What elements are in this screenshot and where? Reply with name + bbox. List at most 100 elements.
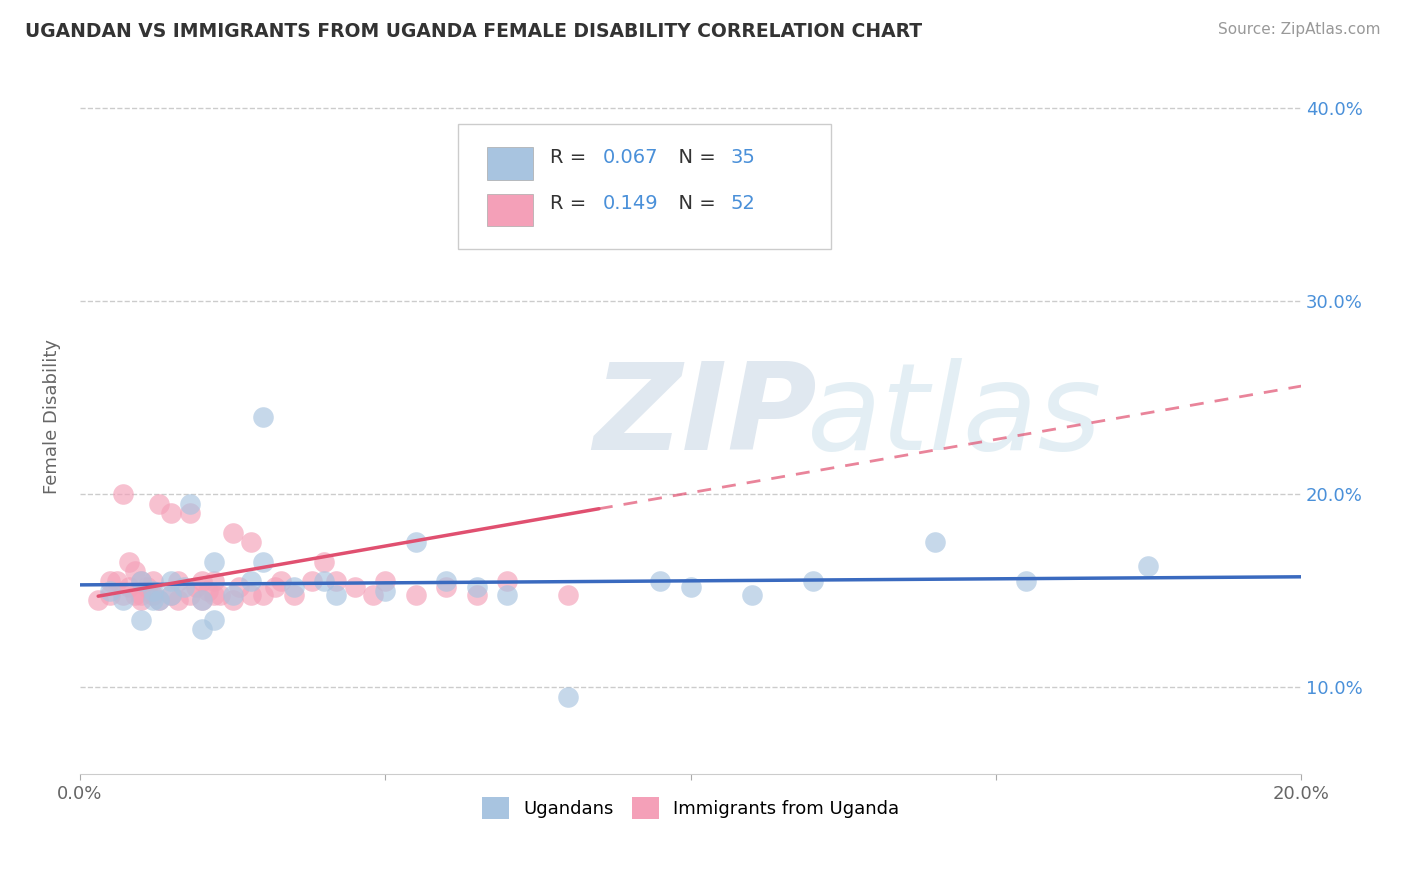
Point: [924, 535, 946, 549]
Point: [239, 574, 262, 588]
Point: [166, 593, 188, 607]
Point: [374, 574, 396, 588]
Point: [129, 574, 152, 588]
Point: [239, 535, 262, 549]
Point: [191, 574, 214, 588]
Point: [191, 622, 214, 636]
Point: [557, 588, 579, 602]
Y-axis label: Female Disability: Female Disability: [44, 339, 60, 494]
Point: [343, 580, 366, 594]
Point: [221, 525, 243, 540]
Point: [496, 574, 519, 588]
Point: [129, 613, 152, 627]
Point: [142, 583, 165, 598]
Point: [202, 613, 225, 627]
Point: [648, 574, 671, 588]
Point: [283, 588, 305, 602]
Point: [202, 555, 225, 569]
Point: [252, 588, 274, 602]
Point: [202, 574, 225, 588]
Point: [283, 580, 305, 594]
Point: [239, 588, 262, 602]
Point: [221, 593, 243, 607]
Point: [374, 583, 396, 598]
Point: [228, 580, 250, 594]
Point: [209, 588, 232, 602]
Point: [100, 588, 122, 602]
Point: [160, 574, 183, 588]
Text: R =: R =: [550, 194, 592, 213]
Point: [129, 574, 152, 588]
Point: [148, 593, 170, 607]
Point: [264, 580, 287, 594]
Point: [314, 555, 336, 569]
Text: atlas: atlas: [807, 359, 1102, 475]
Text: 52: 52: [731, 194, 755, 213]
Point: [136, 580, 159, 594]
Point: [221, 588, 243, 602]
FancyBboxPatch shape: [458, 124, 831, 249]
Point: [314, 574, 336, 588]
Point: [557, 690, 579, 704]
Point: [801, 574, 824, 588]
Point: [142, 593, 165, 607]
Point: [142, 588, 165, 602]
Point: [129, 593, 152, 607]
Point: [179, 497, 201, 511]
Point: [741, 588, 763, 602]
Text: UGANDAN VS IMMIGRANTS FROM UGANDA FEMALE DISABILITY CORRELATION CHART: UGANDAN VS IMMIGRANTS FROM UGANDA FEMALE…: [25, 22, 922, 41]
Point: [105, 574, 128, 588]
Point: [160, 588, 183, 602]
Legend: Ugandans, Immigrants from Uganda: Ugandans, Immigrants from Uganda: [474, 789, 907, 826]
Point: [1015, 574, 1038, 588]
Point: [252, 555, 274, 569]
Point: [160, 507, 183, 521]
Point: [111, 588, 134, 602]
Point: [301, 574, 323, 588]
Text: 0.067: 0.067: [603, 148, 658, 167]
Point: [184, 580, 207, 594]
Point: [325, 574, 347, 588]
Point: [270, 574, 292, 588]
Point: [173, 580, 195, 594]
Point: [496, 588, 519, 602]
Point: [325, 588, 347, 602]
Text: R =: R =: [550, 148, 592, 167]
FancyBboxPatch shape: [486, 147, 533, 179]
Point: [1137, 558, 1160, 573]
Point: [160, 588, 183, 602]
Point: [465, 588, 488, 602]
Text: 35: 35: [731, 148, 755, 167]
Point: [111, 487, 134, 501]
Point: [202, 588, 225, 602]
Point: [179, 588, 201, 602]
Point: [87, 593, 110, 607]
Point: [405, 588, 427, 602]
Text: N =: N =: [666, 194, 723, 213]
Point: [361, 588, 384, 602]
Point: [588, 149, 610, 163]
Point: [142, 574, 165, 588]
Point: [252, 409, 274, 424]
Point: [405, 535, 427, 549]
Point: [148, 593, 170, 607]
FancyBboxPatch shape: [486, 194, 533, 226]
Point: [191, 593, 214, 607]
Point: [118, 555, 141, 569]
Point: [148, 497, 170, 511]
Text: ZIP: ZIP: [593, 359, 817, 475]
Text: 0.149: 0.149: [603, 194, 658, 213]
Point: [465, 580, 488, 594]
Point: [100, 574, 122, 588]
Point: [118, 580, 141, 594]
Point: [679, 580, 702, 594]
Text: N =: N =: [666, 148, 723, 167]
Point: [197, 583, 219, 598]
Point: [124, 565, 146, 579]
Point: [124, 588, 146, 602]
Point: [434, 574, 457, 588]
Point: [129, 588, 152, 602]
Point: [166, 574, 188, 588]
Point: [191, 593, 214, 607]
Text: Source: ZipAtlas.com: Source: ZipAtlas.com: [1218, 22, 1381, 37]
